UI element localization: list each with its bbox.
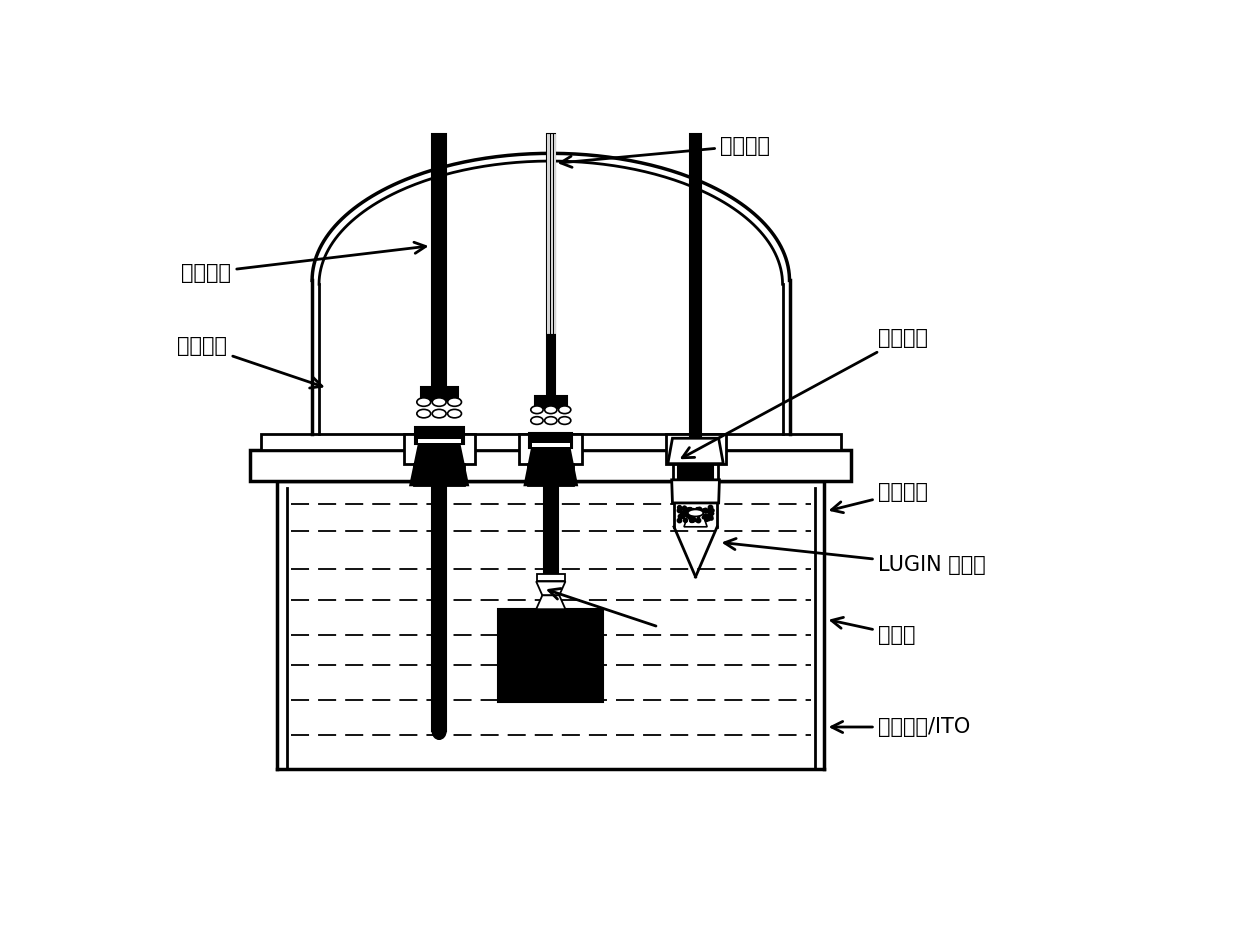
Text: 电解液: 电解液 — [832, 617, 915, 645]
Text: LUGIN 毛细管: LUGIN 毛细管 — [724, 538, 986, 575]
Bar — [414, 427, 464, 444]
Bar — [260, 435, 841, 450]
Bar — [673, 463, 718, 486]
Bar — [418, 439, 461, 443]
Ellipse shape — [417, 410, 430, 418]
Ellipse shape — [544, 406, 557, 413]
Bar — [420, 387, 458, 401]
Text: 电池上部: 电池上部 — [177, 336, 322, 388]
Polygon shape — [684, 513, 707, 527]
Bar — [691, 134, 701, 449]
Bar — [537, 574, 564, 582]
Polygon shape — [525, 447, 577, 486]
Bar — [529, 433, 573, 449]
Ellipse shape — [417, 398, 430, 406]
Bar — [528, 463, 573, 486]
Text: 辅助电极: 辅助电极 — [181, 242, 425, 283]
Bar — [433, 486, 446, 731]
Ellipse shape — [688, 510, 703, 516]
Polygon shape — [536, 582, 565, 596]
Polygon shape — [536, 596, 565, 610]
Polygon shape — [672, 480, 719, 503]
Ellipse shape — [531, 406, 543, 413]
Ellipse shape — [448, 398, 461, 406]
Bar — [404, 435, 475, 463]
Text: 金属样品/ITO: 金属样品/ITO — [832, 717, 971, 737]
Bar — [678, 449, 713, 481]
Text: 电池底部: 电池底部 — [831, 482, 928, 512]
Ellipse shape — [433, 410, 446, 418]
Text: 参比电极: 参比电极 — [682, 328, 928, 458]
Ellipse shape — [433, 722, 446, 739]
Bar — [675, 503, 717, 527]
Bar — [544, 486, 558, 577]
Bar — [532, 443, 570, 447]
Ellipse shape — [433, 398, 446, 406]
Bar — [666, 435, 725, 463]
Bar — [414, 463, 464, 486]
Polygon shape — [668, 438, 723, 463]
Bar — [534, 396, 567, 408]
Ellipse shape — [544, 416, 557, 425]
Ellipse shape — [558, 416, 570, 425]
Bar — [520, 435, 583, 463]
Ellipse shape — [558, 406, 570, 413]
Polygon shape — [410, 443, 467, 486]
Bar — [547, 134, 554, 396]
Bar — [250, 450, 851, 481]
Text: 工作电极: 工作电极 — [560, 136, 770, 167]
Bar — [498, 610, 603, 701]
Bar — [433, 134, 446, 387]
Ellipse shape — [448, 410, 461, 418]
Ellipse shape — [531, 416, 543, 425]
